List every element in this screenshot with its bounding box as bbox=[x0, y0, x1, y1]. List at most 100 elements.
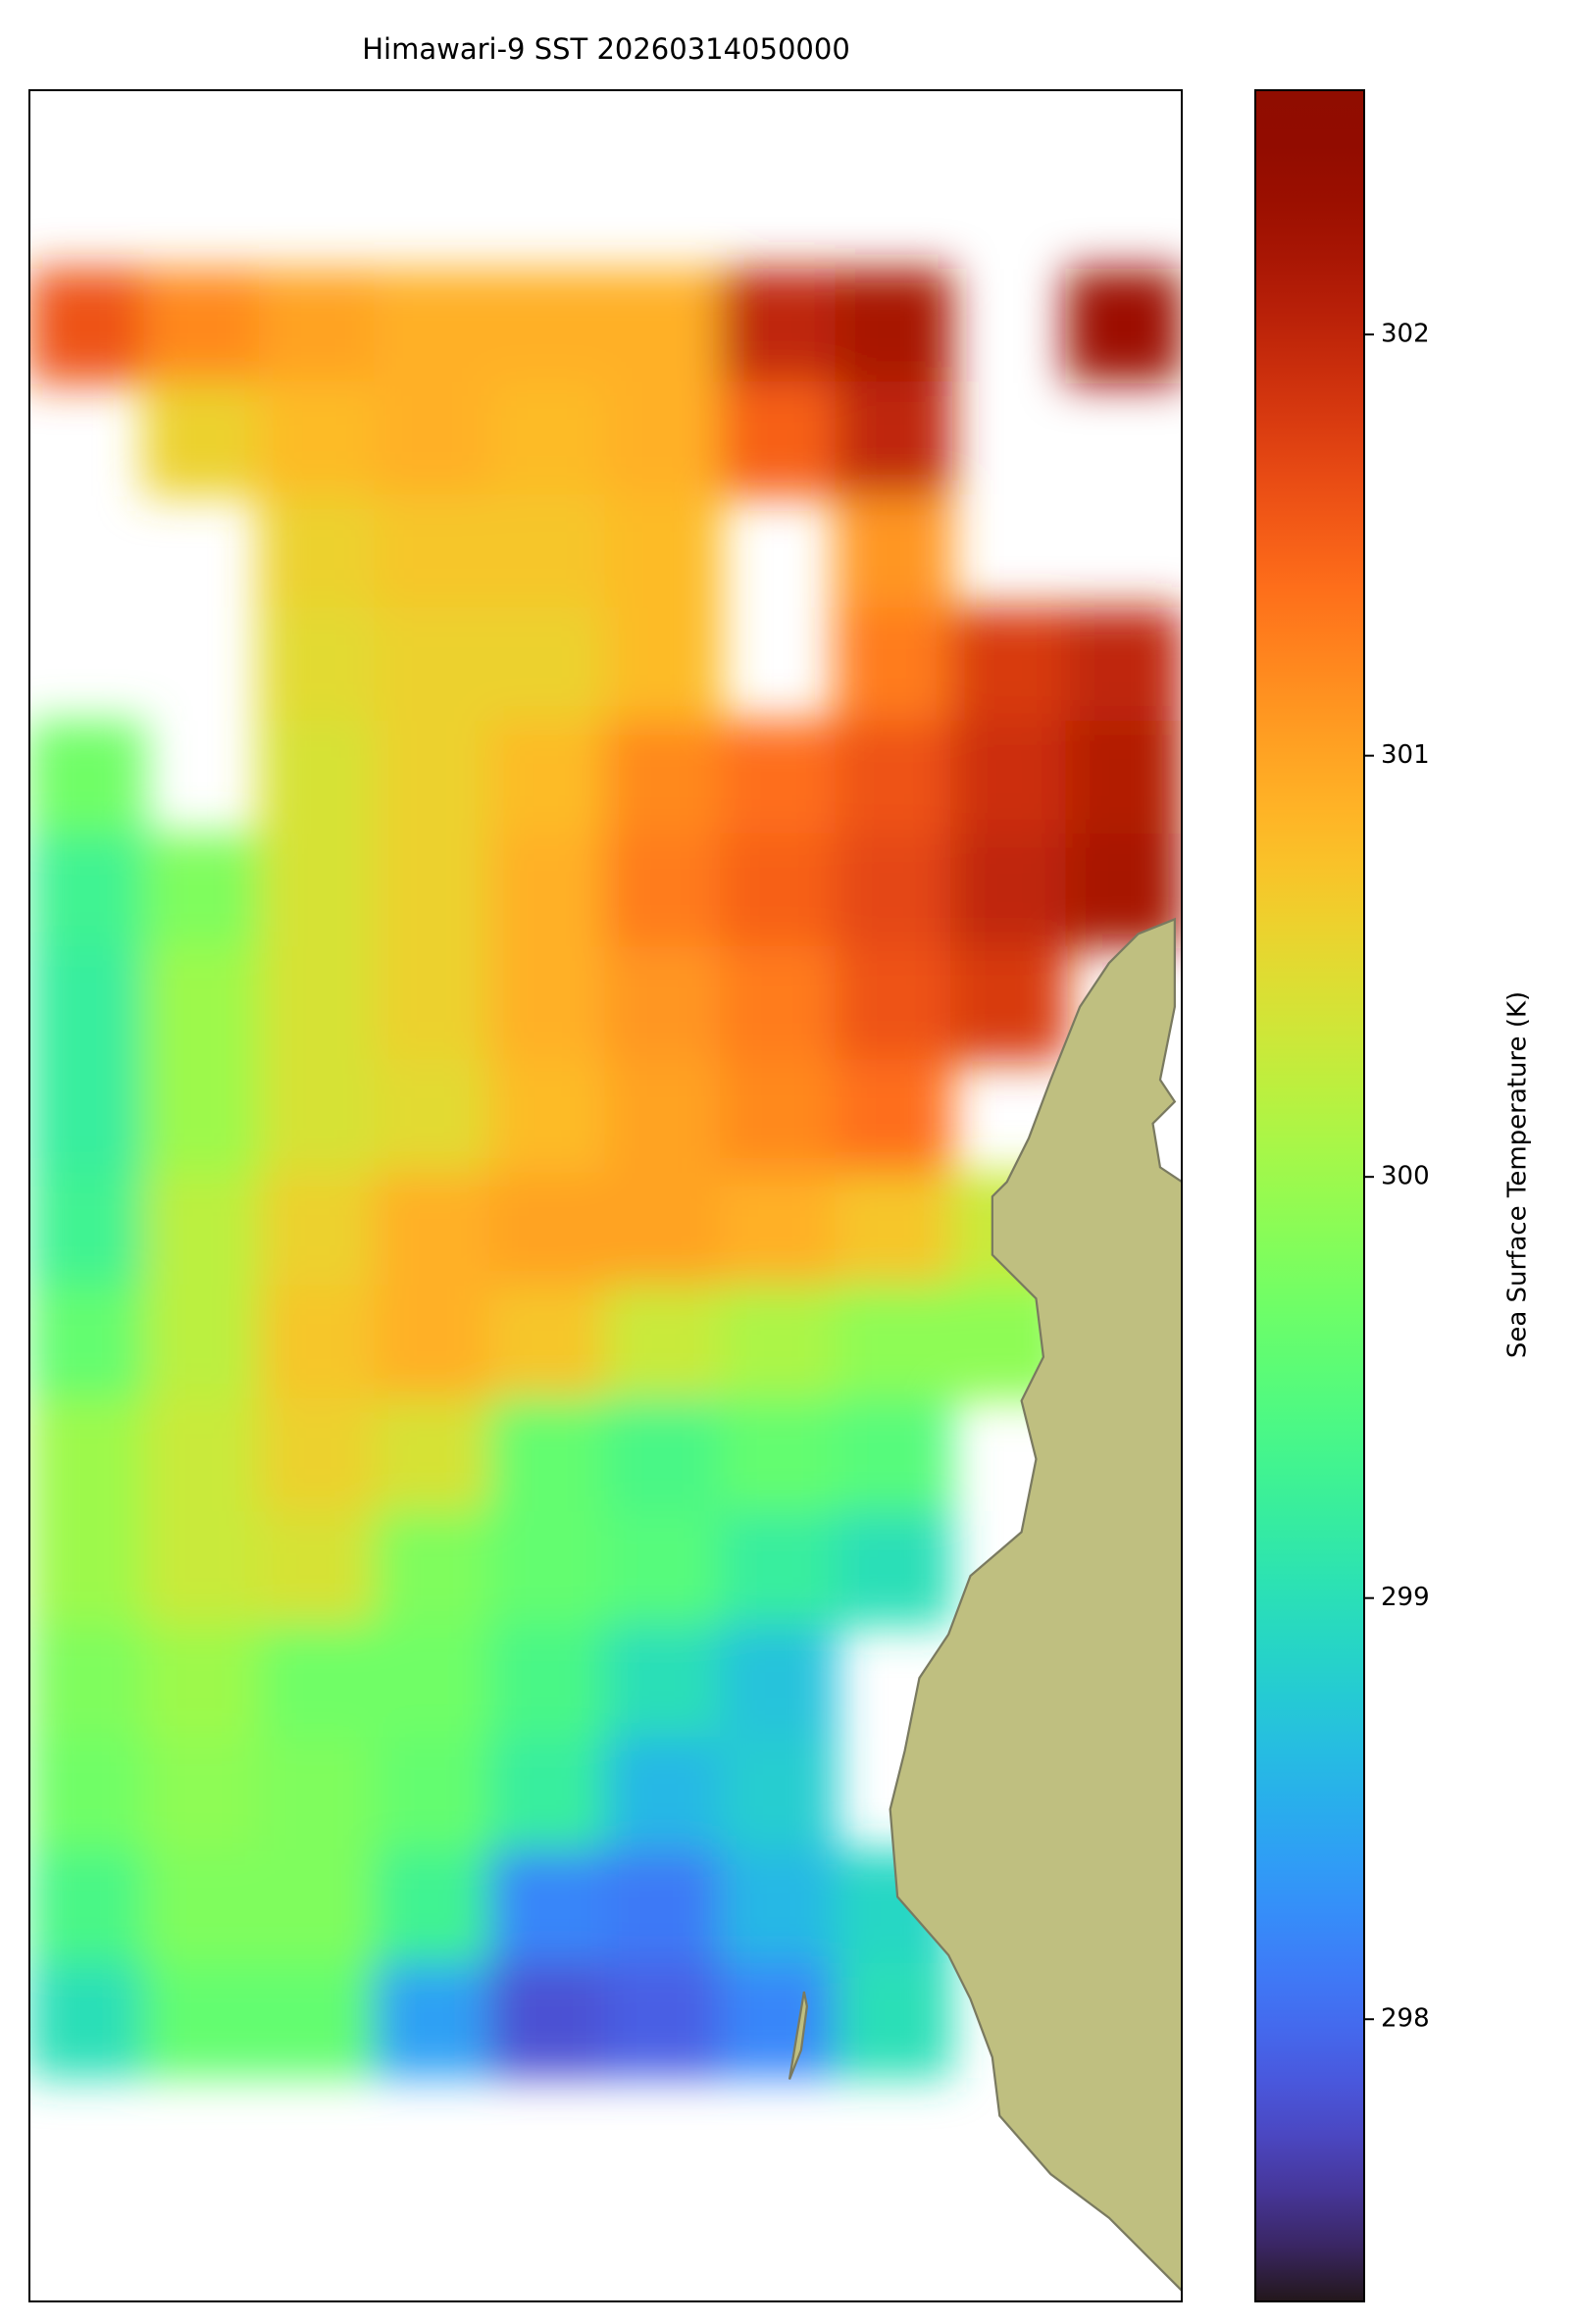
sst-cell bbox=[720, 269, 838, 384]
sst-cell bbox=[835, 1059, 952, 1175]
map-area bbox=[29, 269, 1182, 2293]
sst-cell bbox=[720, 946, 838, 1062]
sst-cell bbox=[720, 1511, 838, 1627]
sst-cell bbox=[29, 1397, 146, 1514]
sst-cell bbox=[720, 720, 838, 835]
sst-cell bbox=[950, 720, 1068, 835]
sst-cell bbox=[950, 946, 1068, 1062]
sst-cell bbox=[143, 1737, 261, 1852]
sst-cell bbox=[29, 946, 146, 1062]
sst-cell bbox=[374, 607, 491, 723]
sst-cell bbox=[720, 1624, 838, 1740]
sst-cell bbox=[950, 607, 1068, 723]
sst-cell bbox=[489, 1059, 607, 1175]
sst-cell bbox=[143, 1172, 261, 1288]
sst-cell bbox=[720, 1059, 838, 1175]
sst-cell bbox=[143, 1059, 261, 1175]
sst-cell bbox=[489, 269, 607, 384]
sst-cell bbox=[374, 1737, 491, 1852]
colorbar-tick-label: 301 bbox=[1381, 740, 1430, 770]
colorbar-label: Sea Surface Temperature (K) bbox=[1503, 991, 1533, 1358]
sst-cell bbox=[604, 1849, 722, 1965]
sst-cell bbox=[374, 1511, 491, 1627]
island bbox=[788, 1991, 808, 2080]
sst-cell bbox=[835, 494, 952, 610]
sst-cell bbox=[720, 1737, 838, 1852]
sst-cell bbox=[143, 946, 261, 1062]
sst-cell bbox=[835, 381, 952, 497]
sst-cell bbox=[835, 946, 952, 1062]
sst-cell bbox=[489, 381, 607, 497]
sst-cell bbox=[374, 1397, 491, 1514]
sst-cell bbox=[720, 381, 838, 497]
sst-cell bbox=[489, 1172, 607, 1288]
sst-cell bbox=[374, 833, 491, 949]
sst-cell bbox=[720, 1172, 838, 1288]
sst-cell bbox=[1065, 607, 1182, 723]
sst-cell bbox=[259, 1737, 377, 1852]
colorbar bbox=[1254, 89, 1365, 2302]
sst-cell bbox=[374, 1624, 491, 1740]
sst-cell bbox=[29, 1172, 146, 1288]
colorbar-tick-label: 298 bbox=[1381, 2004, 1430, 2034]
sst-cell bbox=[489, 1285, 607, 1400]
sst-cell bbox=[29, 1511, 146, 1627]
sst-cell bbox=[374, 494, 491, 610]
sst-cell bbox=[489, 1737, 607, 1852]
sst-cell bbox=[720, 1285, 838, 1400]
sst-cell bbox=[489, 946, 607, 1062]
sst-cell bbox=[29, 1059, 146, 1175]
sst-cell bbox=[143, 1849, 261, 1965]
sst-cell bbox=[604, 1737, 722, 1852]
sst-cell bbox=[259, 946, 377, 1062]
sst-cell bbox=[604, 1059, 722, 1175]
chart-title: Himawari-9 SST 20260314050000 bbox=[362, 32, 850, 66]
sst-cell bbox=[489, 1849, 607, 1965]
sst-cell bbox=[604, 269, 722, 384]
sst-cell bbox=[374, 1059, 491, 1175]
map-frame bbox=[28, 89, 1183, 2302]
sst-cell bbox=[489, 833, 607, 949]
sst-cell bbox=[604, 607, 722, 723]
sst-cell bbox=[489, 607, 607, 723]
sst-cell bbox=[1065, 720, 1182, 835]
sst-cell bbox=[835, 1397, 952, 1514]
sst-cell bbox=[374, 1849, 491, 1965]
sst-cell bbox=[259, 1624, 377, 1740]
sst-cell bbox=[950, 833, 1068, 949]
sst-cell bbox=[143, 1624, 261, 1740]
sst-cell bbox=[29, 1624, 146, 1740]
sst-cell bbox=[604, 1962, 722, 2078]
sst-cell bbox=[259, 1849, 377, 1965]
sst-cell bbox=[489, 1511, 607, 1627]
sst-cell bbox=[29, 1849, 146, 1965]
sst-cell bbox=[374, 381, 491, 497]
sst-cell bbox=[259, 1059, 377, 1175]
sst-cell bbox=[835, 1962, 952, 2078]
sst-cell bbox=[143, 1285, 261, 1400]
sst-cell bbox=[604, 1285, 722, 1400]
sst-cell bbox=[259, 269, 377, 384]
sst-cell bbox=[835, 1285, 952, 1400]
sst-cell bbox=[259, 1285, 377, 1400]
sst-cell bbox=[374, 1962, 491, 2078]
colorbar-tick-label: 300 bbox=[1381, 1162, 1430, 1191]
colorbar-tick-label: 299 bbox=[1381, 1583, 1430, 1612]
sst-cell bbox=[604, 946, 722, 1062]
sst-cell bbox=[489, 1397, 607, 1514]
sst-cell bbox=[259, 833, 377, 949]
sst-cell bbox=[143, 1962, 261, 2078]
sst-cell bbox=[143, 269, 261, 384]
sst-cell bbox=[720, 1849, 838, 1965]
sst-cell bbox=[374, 1285, 491, 1400]
sst-cell bbox=[489, 1624, 607, 1740]
sst-cell bbox=[835, 1511, 952, 1627]
sst-cell bbox=[259, 1397, 377, 1514]
sst-cell bbox=[29, 269, 146, 384]
sst-cell bbox=[604, 381, 722, 497]
sst-cell bbox=[143, 833, 261, 949]
sst-cell bbox=[835, 269, 952, 384]
sst-cell bbox=[29, 1962, 146, 2078]
sst-cell bbox=[720, 1397, 838, 1514]
sst-cell bbox=[604, 833, 722, 949]
